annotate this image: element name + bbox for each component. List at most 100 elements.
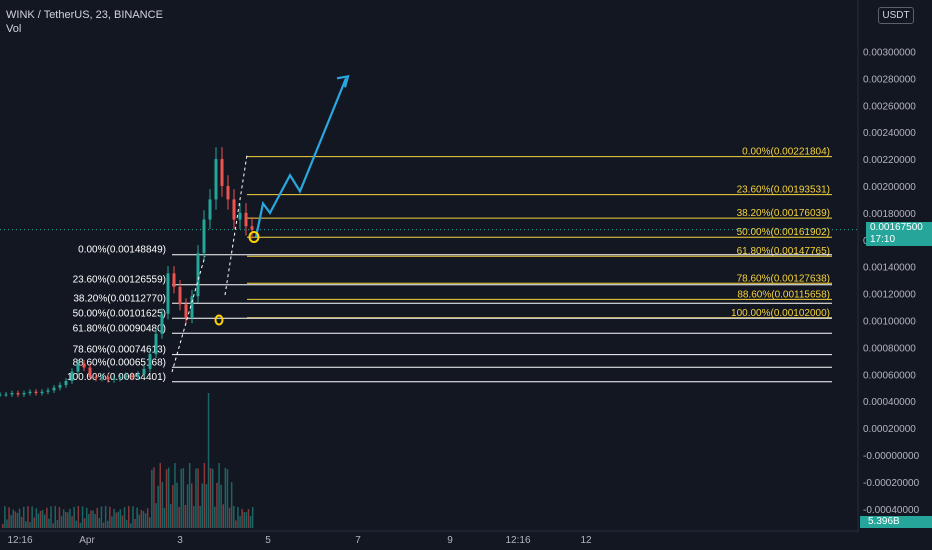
x-tick-label: Apr (79, 535, 95, 546)
volume-bar (249, 515, 252, 528)
candle-body (196, 253, 200, 297)
volume-indicator-label[interactable]: Vol (6, 23, 22, 35)
volume-bar (117, 511, 119, 528)
volume-bar (121, 515, 124, 528)
volume-bar (218, 463, 220, 528)
volume-bar (134, 518, 136, 528)
last-price-tag: 0.00167500 17:10 (866, 222, 932, 246)
volume-bar (41, 510, 44, 528)
volume-bar (212, 468, 214, 528)
candle-body (178, 286, 182, 305)
volume-bar (237, 506, 239, 528)
volume-bar (182, 468, 185, 528)
candle-body (184, 304, 188, 318)
fib-level-label: 100.00%(0.00102000) (731, 308, 830, 319)
candle-body (226, 185, 230, 200)
volume-bar (174, 463, 176, 528)
volume-bar (125, 519, 128, 528)
candle-body (118, 376, 122, 379)
y-tick-label: 0.00060000 (863, 370, 916, 381)
volume-bar (83, 518, 86, 528)
currency-badge[interactable]: USDT (878, 7, 914, 24)
volume-bar (233, 506, 235, 528)
volume-bar (203, 463, 206, 528)
volume-bar (157, 485, 159, 528)
volume-bar (245, 512, 248, 528)
volume-bar (161, 481, 164, 528)
y-tick-label: 0.00240000 (863, 128, 916, 139)
y-tick-label: 0.00080000 (863, 343, 916, 354)
volume-bar (191, 483, 193, 528)
volume-bar (81, 506, 84, 528)
y-tick-label: 0.00220000 (863, 155, 916, 166)
volume-bar (73, 506, 75, 528)
volume-bars (2, 393, 254, 528)
volume-bar (6, 519, 8, 528)
volume-bar (115, 512, 117, 528)
volume-bar (247, 509, 250, 528)
candle-body (166, 273, 170, 314)
candle-body (130, 375, 134, 377)
candle-body (46, 390, 50, 392)
volume-bar (90, 510, 92, 528)
candle-body (154, 333, 158, 355)
fib-level-label: 78.60%(0.00074613) (73, 345, 166, 356)
volume-bar (222, 504, 224, 528)
symbol-title[interactable]: WINK / TetherUS, 23, BINANCE (6, 9, 163, 21)
volume-bar (214, 506, 216, 528)
volume-bar (14, 511, 17, 528)
volume-bar (113, 508, 115, 528)
candle-body (40, 391, 44, 394)
volume-bar (178, 506, 180, 528)
candle-body (160, 313, 164, 334)
fib-level-label: 38.20%(0.00112770) (73, 293, 166, 304)
volume-bar (44, 514, 46, 528)
fib-level-label: 23.60%(0.00193531) (737, 185, 830, 196)
volume-bar (195, 468, 197, 528)
y-tick-label: 0.00200000 (863, 182, 916, 193)
volume-bar (128, 506, 130, 528)
y-tick-label: 0.00100000 (863, 316, 916, 327)
candle-body (232, 199, 236, 220)
volume-bar (132, 506, 134, 528)
volume-bar (149, 517, 151, 528)
y-tick-label: -0.00040000 (863, 505, 920, 516)
volume-bar (12, 509, 14, 528)
candle-body (52, 387, 56, 391)
fib-level-label: 61.80%(0.00090480) (73, 323, 166, 334)
volume-bar (180, 468, 182, 528)
analog-dash-path (171, 255, 206, 373)
volume-bar (155, 503, 157, 528)
last-price-value: 0.00167500 (870, 222, 923, 233)
projection-path (254, 74, 350, 238)
volume-bar (220, 484, 222, 528)
volume-bar (98, 518, 101, 528)
volume-bar (226, 469, 229, 528)
volume-bar (197, 468, 199, 528)
volume-bar (10, 515, 12, 528)
candle-body (4, 394, 8, 396)
volume-bar (251, 506, 254, 528)
volume-bar (29, 522, 31, 528)
volume-bar (230, 482, 233, 528)
volume-bar (50, 506, 52, 528)
volume-bar (199, 505, 201, 528)
y-tick-label: 0.00040000 (863, 397, 916, 408)
candle-body (112, 378, 116, 380)
candle-body (214, 159, 218, 200)
volume-bar (56, 520, 59, 528)
volume-bar (163, 507, 166, 528)
candle-body (100, 376, 104, 379)
volume-bar (16, 512, 19, 528)
fib-retracement-lines: 0.00%(0.00221804) 23.60%(0.00193531) 38.20… (67, 147, 832, 383)
volume-bar (33, 517, 35, 528)
volume-bar (65, 511, 67, 528)
pullback-marker (248, 231, 260, 243)
candle-body (88, 367, 92, 377)
x-tick-label: 12:16 (7, 535, 32, 546)
candle-body (244, 212, 248, 227)
volume-bar (94, 513, 96, 528)
volume-bar (18, 508, 21, 528)
fib-level-label: 88.60%(0.00115658) (737, 289, 830, 300)
